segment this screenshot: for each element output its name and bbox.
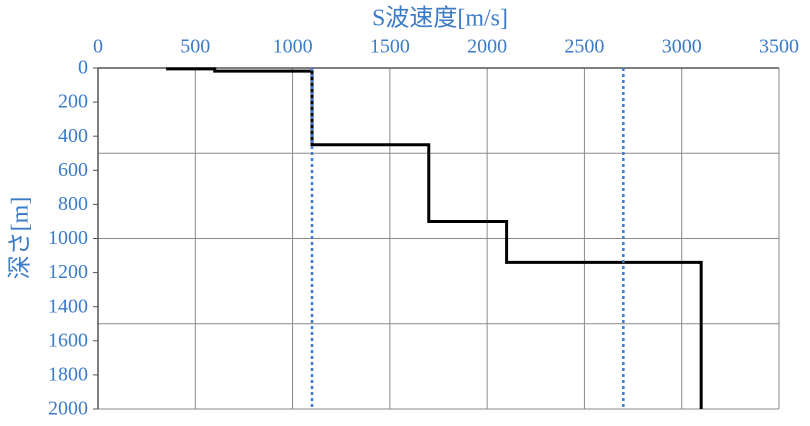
y-tick-label: 600 [58,159,88,181]
y-tick-label: 1800 [48,363,88,385]
y-tick-label: 2000 [48,398,88,420]
x-axis-title: S波速度[m/s] [372,5,508,32]
y-tick-label: 1200 [48,261,88,283]
y-tick-label: 400 [58,125,88,147]
x-tick-label: 2000 [467,36,507,58]
y-tick-label: 0 [78,57,88,79]
data-line [166,67,703,409]
x-tick-label: 3500 [759,36,799,58]
x-tick-label: 2500 [564,36,604,58]
y-axis-title: 深さ[m] [7,197,34,280]
y-tick-label: 800 [58,193,88,215]
y-tick-label: 1000 [48,227,88,249]
x-tick-label: 1000 [273,36,313,58]
x-tick-label: 500 [180,36,210,58]
y-tick-label: 1400 [48,295,88,317]
x-tick-label: 1500 [370,36,410,58]
y-tick-label: 200 [58,91,88,113]
y-tick-label: 1600 [48,329,88,351]
x-tick-label: 3000 [662,36,702,58]
x-tick-label: 0 [93,36,103,58]
